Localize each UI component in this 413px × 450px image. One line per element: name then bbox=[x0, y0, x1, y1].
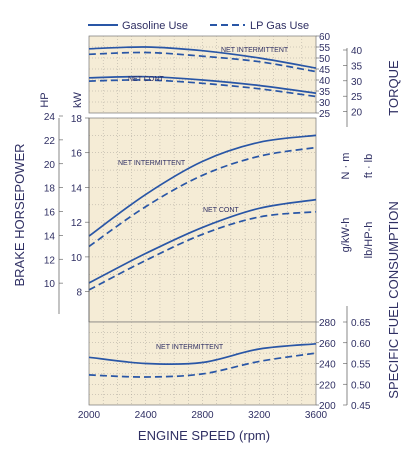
torque-nm-tick-label: 60 bbox=[319, 32, 331, 43]
x-axis-title: ENGINE SPEED (rpm) bbox=[138, 428, 270, 443]
torque-nm-tick-label: 30 bbox=[319, 98, 331, 109]
torque-nm-tick-label: 25 bbox=[319, 109, 331, 120]
torque-nm-unit: N · m bbox=[340, 153, 352, 180]
power-hp-tick-label: 18 bbox=[44, 184, 56, 195]
torque-nm-tick-label: 50 bbox=[319, 54, 331, 65]
power-hp-tick-label: 24 bbox=[44, 112, 56, 123]
tick-labels: 2000 2400 2800 3200 360025303540455055602025… bbox=[44, 32, 371, 421]
sfc-g-tick-label: 220 bbox=[319, 380, 336, 391]
power-kw-tick-label: 18 bbox=[71, 114, 83, 125]
sfc-lb-tick-label: 0.65 bbox=[351, 318, 371, 329]
torque-ftlb-tick-label: 35 bbox=[351, 61, 363, 72]
torque-ftlb-tick-label: 25 bbox=[351, 92, 363, 103]
power-net-cont-label: NET CONT bbox=[203, 207, 239, 214]
torque-nm-tick-label: 45 bbox=[319, 65, 331, 76]
power-kw-tick-label: 14 bbox=[71, 183, 83, 194]
torque-panel-bg bbox=[88, 35, 317, 114]
torque-net-intermittent-gasoline-use-line bbox=[88, 46, 317, 69]
legend-gasoline-label: Gasoline Use bbox=[122, 20, 188, 32]
legend-lp-gas-label: LP Gas Use bbox=[250, 20, 309, 32]
power-hp-tick-label: 22 bbox=[44, 136, 56, 147]
torque-net-intermittent-label: NET INTERMITTENT bbox=[221, 47, 289, 54]
power-hp-unit: HP bbox=[39, 92, 51, 107]
specific-fuel-consumption-net-intermittent-lp-gas-use-line bbox=[88, 352, 317, 378]
sfc-g-tick-label: 200 bbox=[319, 401, 336, 412]
torque-ftlb-tick-label: 40 bbox=[351, 46, 363, 57]
power-kw-tick-label: 8 bbox=[76, 288, 82, 299]
power-axis-title: BRAKE HORSEPOWER bbox=[12, 143, 27, 286]
power-kw-tick-label: 16 bbox=[71, 149, 83, 160]
sfc-lb-tick-label: 0.60 bbox=[351, 339, 371, 350]
sfc-g-tick-label: 240 bbox=[319, 360, 336, 371]
torque-nm-tick-label: 35 bbox=[319, 87, 331, 98]
x-tick-label: 3600 bbox=[305, 410, 328, 421]
sfc-lb-tick-label: 0.50 bbox=[351, 380, 371, 391]
power-kw-tick-label: 12 bbox=[71, 218, 83, 229]
torque-ftlb-tick-label: 30 bbox=[351, 77, 363, 88]
x-tick-label: 2400 bbox=[135, 410, 158, 421]
torque-net-cont-lp-gas-use-line bbox=[88, 79, 317, 98]
power-kw-tick-label: 10 bbox=[71, 253, 83, 264]
sfc-lb-tick-label: 0.55 bbox=[351, 360, 371, 371]
x-tick-label: 3200 bbox=[248, 410, 271, 421]
sfc-lb-tick-label: 0.45 bbox=[351, 401, 371, 412]
torque-ftlb-tick-label: 20 bbox=[351, 108, 363, 119]
sfc-g-unit: g/kW-h bbox=[340, 218, 352, 253]
torque-net-intermittent-lp-gas-use-line bbox=[88, 51, 317, 73]
brake-horsepower-net-intermittent-lp-gas-use-line bbox=[88, 146, 317, 248]
power-hp-tick-label: 14 bbox=[44, 231, 56, 242]
torque-axis-title: TORQUE bbox=[386, 60, 401, 116]
series-lines bbox=[88, 46, 317, 378]
power-hp-tick-label: 10 bbox=[44, 279, 56, 290]
sfc-axis-title: SPECIFIC FUEL CONSUMPTION bbox=[386, 201, 401, 398]
sfc-g-tick-label: 260 bbox=[319, 339, 336, 350]
power-hp-tick-label: 20 bbox=[44, 160, 56, 171]
specific-fuel-consumption-net-intermittent-gasoline-use-line bbox=[88, 342, 317, 366]
torque-ftlb-unit: ft · lb bbox=[363, 154, 375, 178]
sfc-lb-unit: lb/HP-h bbox=[363, 222, 375, 259]
torque-net-cont-gasoline-use-line bbox=[88, 75, 317, 95]
x-tick-label: 2000 bbox=[78, 410, 101, 421]
power-hp-tick-label: 16 bbox=[44, 208, 56, 219]
sfc-net-intermittent-label: NET INTERMITTENT bbox=[156, 344, 224, 351]
sfc-g-tick-label: 280 bbox=[319, 318, 336, 329]
x-tick-label: 2800 bbox=[191, 410, 214, 421]
torque-nm-tick-label: 55 bbox=[319, 43, 331, 54]
torque-net-cont-label: NET CONT bbox=[128, 76, 164, 83]
power-net-intermittent-label: NET INTERMITTENT bbox=[118, 160, 186, 167]
brake-horsepower-net-intermittent-gasoline-use-line bbox=[88, 134, 317, 237]
brake-horsepower-net-cont-lp-gas-use-line bbox=[88, 210, 317, 291]
power-kw-unit: kW bbox=[72, 91, 84, 108]
power-hp-tick-label: 12 bbox=[44, 255, 56, 266]
brake-horsepower-net-cont-gasoline-use-line bbox=[88, 198, 317, 284]
torque-nm-tick-label: 40 bbox=[319, 76, 331, 87]
legend: Gasoline Use LP Gas Use bbox=[88, 20, 309, 32]
